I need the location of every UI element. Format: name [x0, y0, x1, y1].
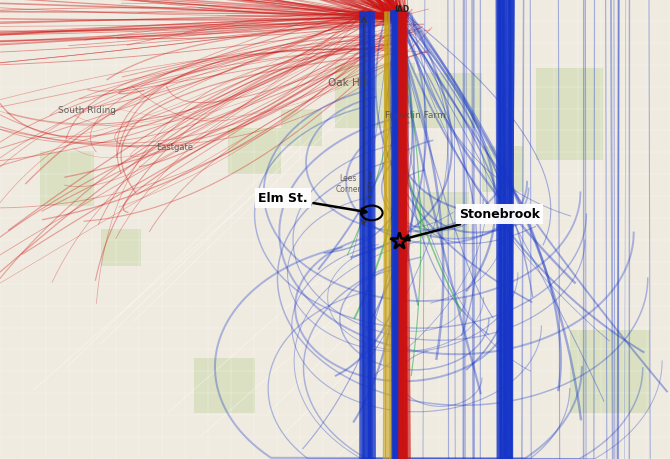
- Bar: [228, 129, 281, 174]
- Text: IAD: IAD: [395, 5, 409, 14]
- Text: Franklin Farm: Franklin Farm: [385, 110, 446, 119]
- Bar: [40, 151, 94, 207]
- Text: Stonebrook: Stonebrook: [404, 208, 540, 241]
- Bar: [415, 193, 469, 239]
- Bar: [536, 69, 603, 161]
- Text: Elm St.: Elm St.: [258, 192, 366, 214]
- Bar: [100, 230, 141, 266]
- Text: 4,583 mi: 4,583 mi: [369, 170, 374, 197]
- Bar: [194, 358, 255, 413]
- Text: Lees
Corner: Lees Corner: [336, 174, 361, 193]
- Text: South Riding: South Riding: [58, 106, 116, 115]
- Text: Eastgate: Eastgate: [155, 142, 193, 151]
- Bar: [482, 147, 523, 193]
- Bar: [415, 73, 482, 129]
- Bar: [570, 330, 650, 413]
- Bar: [281, 110, 322, 147]
- Bar: [335, 64, 415, 129]
- Text: Oak Hill: Oak Hill: [328, 78, 369, 88]
